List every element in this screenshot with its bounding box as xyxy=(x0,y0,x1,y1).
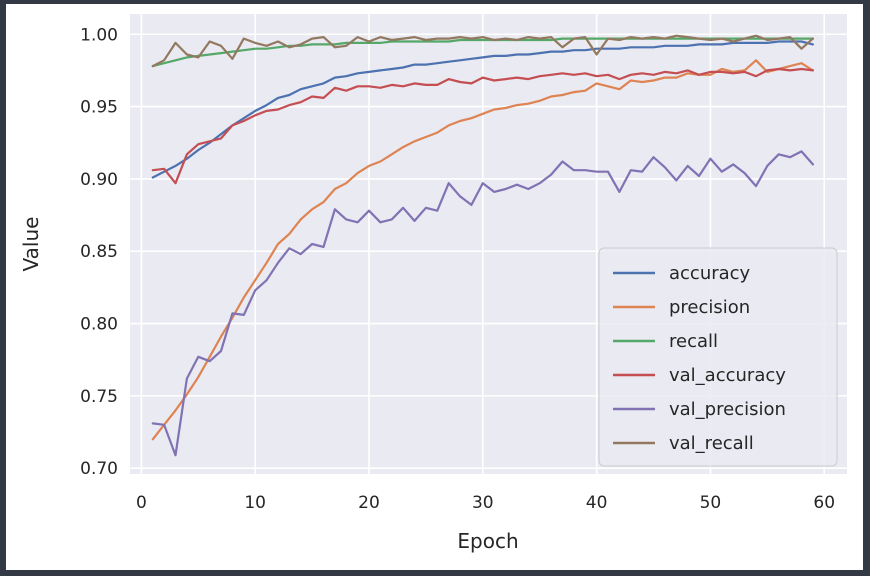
series-line-accuracy xyxy=(151,40,815,179)
x-tick-label: 40 xyxy=(586,493,608,513)
legend: accuracy precision recall val_accuracy val_p… xyxy=(598,247,838,467)
series-line-val-accuracy xyxy=(151,67,815,185)
legend-label: val_recall xyxy=(669,433,754,454)
legend-label: val_accuracy xyxy=(669,365,786,386)
y-tick-label: 0.90 xyxy=(80,170,118,190)
x-tick-label: 10 xyxy=(244,493,266,513)
legend-box xyxy=(598,247,838,467)
x-axis-ticks: 0 10 20 30 40 50 60 xyxy=(136,493,835,513)
y-tick-label: 0.75 xyxy=(80,387,118,407)
y-tick-label: 0.70 xyxy=(80,459,118,479)
y-tick-label: 0.95 xyxy=(80,98,118,118)
legend-label: recall xyxy=(669,331,718,352)
y-tick-label: 1.00 xyxy=(80,25,118,45)
chart-frame: 0 10 20 30 40 50 60 0.70 0.75 0.80 0.85 0.90 0.95 1.… xyxy=(6,4,863,570)
y-axis-label: Value xyxy=(19,217,43,272)
series-line-val-precision xyxy=(151,150,815,457)
series-line-val-recall xyxy=(151,34,815,68)
legend-label: accuracy xyxy=(669,263,751,284)
legend-label: precision xyxy=(669,297,750,318)
y-tick-label: 0.85 xyxy=(80,242,118,262)
y-axis-ticks: 0.70 0.75 0.80 0.85 0.90 0.95 1.00 xyxy=(80,25,118,479)
x-axis-label: Epoch xyxy=(457,529,518,553)
legend-label: val_precision xyxy=(669,399,786,420)
y-tick-label: 0.80 xyxy=(80,315,118,335)
x-tick-label: 60 xyxy=(813,493,835,513)
x-tick-label: 30 xyxy=(472,493,494,513)
x-tick-label: 20 xyxy=(358,493,380,513)
x-tick-label: 0 xyxy=(136,493,147,513)
series-lines xyxy=(151,34,815,457)
x-tick-label: 50 xyxy=(700,493,722,513)
line-chart: 0 10 20 30 40 50 60 0.70 0.75 0.80 0.85 0.90 0.95 1.… xyxy=(19,14,847,553)
